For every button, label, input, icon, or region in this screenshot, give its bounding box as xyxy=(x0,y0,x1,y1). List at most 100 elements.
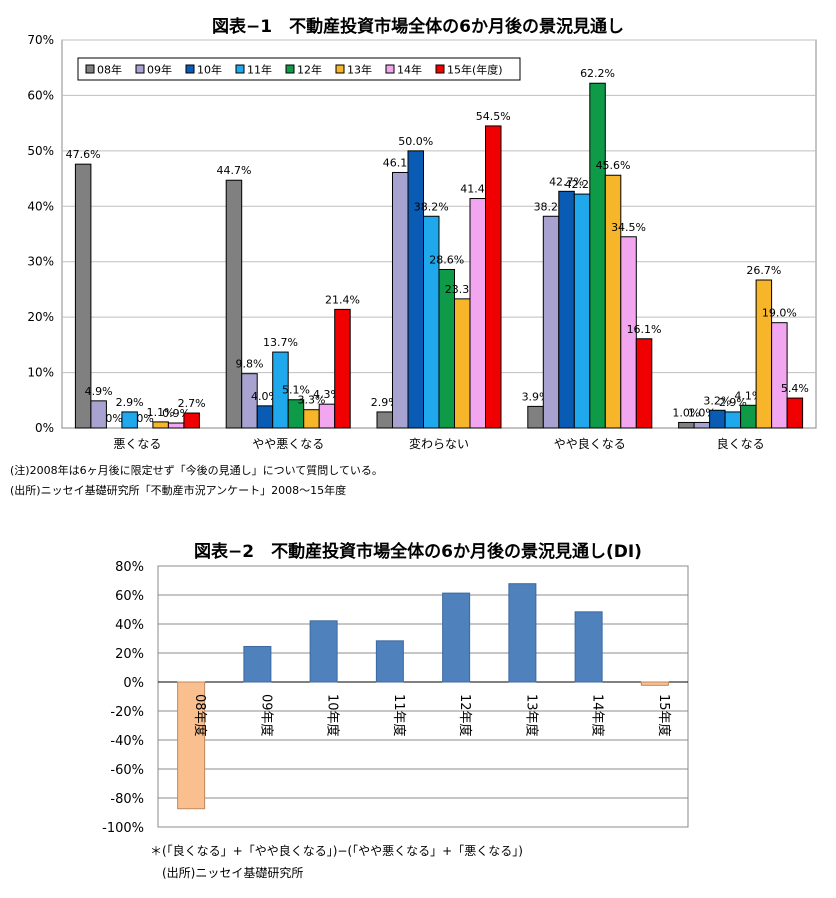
legend-swatch xyxy=(385,64,395,74)
y-tick-label: 60% xyxy=(27,88,54,102)
bar xyxy=(574,611,603,683)
x-category-label: やや悪くなる xyxy=(252,437,324,451)
legend-label: 15年(年度) xyxy=(447,63,503,77)
data-label: 5.4% xyxy=(781,382,809,395)
bar xyxy=(243,645,272,683)
legend-swatch xyxy=(435,64,445,74)
y-tick-label: -60% xyxy=(110,763,144,778)
legend-swatch xyxy=(285,64,295,74)
data-label: 44.7% xyxy=(216,164,251,177)
chart2-note: ＊(「良くなる」+「やや良くなる」)−(「やや悪くなる」+「悪くなる」) xyxy=(150,844,523,858)
x-category-label: 悪くなる xyxy=(113,437,161,451)
x-category-label: 13年度 xyxy=(523,694,539,737)
y-tick-label: 20% xyxy=(115,647,144,662)
data-label: 3.2% xyxy=(703,394,731,407)
x-category-label: 変わらない xyxy=(409,436,469,451)
x-category-label: やや良くなる xyxy=(554,436,626,451)
chart1-title: 図表−1 不動産投資市場全体の6か月後の景況見通し xyxy=(212,17,624,37)
data-label: 2.9% xyxy=(116,396,144,409)
chart1-source: (出所)ニッセイ基礎研究所「不動産市況アンケート」2008〜15年度 xyxy=(10,484,347,497)
bar xyxy=(620,236,637,429)
legend-swatch xyxy=(185,64,195,74)
data-label: 9.8% xyxy=(235,358,263,371)
bar xyxy=(442,592,471,683)
data-label: 4.3% xyxy=(313,388,341,401)
bar xyxy=(309,620,338,683)
legend-swatch xyxy=(235,64,245,74)
legend-swatch xyxy=(85,64,95,74)
legend-swatch xyxy=(135,64,145,74)
bar xyxy=(635,338,653,429)
y-tick-label: 40% xyxy=(27,199,54,213)
y-tick-label: -40% xyxy=(110,734,144,749)
y-tick-label: 70% xyxy=(27,33,54,47)
bar xyxy=(771,322,788,429)
bar xyxy=(74,163,92,429)
bar xyxy=(508,583,537,683)
data-label: 2.7% xyxy=(178,397,206,410)
data-label: 19.0% xyxy=(762,307,797,320)
y-tick-label: 80% xyxy=(115,560,144,575)
bar xyxy=(183,412,200,429)
y-tick-label: 10% xyxy=(27,366,54,380)
data-label: 0% xyxy=(105,412,122,425)
bar xyxy=(375,640,404,683)
data-label: 0% xyxy=(136,412,153,425)
bar xyxy=(640,681,669,686)
data-label: 2.9% xyxy=(371,396,399,409)
chart1-plot: 0% 10% 20% 30% 40% 50% 60% 70% 47.6% 4.9% 0% 2.9% 0%… xyxy=(27,33,817,451)
data-label: 1.0% xyxy=(672,406,700,419)
data-label: 4.9% xyxy=(85,385,113,398)
x-category-label: 10年度 xyxy=(325,694,341,737)
data-label: 1.0% xyxy=(688,406,716,419)
y-tick-label: 0% xyxy=(123,676,144,691)
chart2-title: 図表−2 不動産投資市場全体の6か月後の景況見通し(DI) xyxy=(194,542,642,562)
x-category-label: 良くなる xyxy=(717,436,765,451)
data-label: 1.1% xyxy=(147,406,175,419)
y-tick-label: -20% xyxy=(110,705,144,720)
bar xyxy=(177,681,206,810)
data-label: 50.0% xyxy=(398,135,433,148)
x-category-label: 14年度 xyxy=(590,694,606,737)
data-label: 42.7% xyxy=(549,175,584,188)
bar xyxy=(485,125,502,429)
data-label: 34.5% xyxy=(611,221,646,234)
data-label: 4.1% xyxy=(734,389,762,402)
data-label: 62.2% xyxy=(580,67,615,80)
legend-label: 14年 xyxy=(397,63,422,77)
data-label: 5.1% xyxy=(282,384,310,397)
data-label: 45.6% xyxy=(596,159,631,172)
bar xyxy=(272,351,289,429)
data-label: 54.5% xyxy=(476,110,511,123)
x-category-label: 08年度 xyxy=(192,694,208,737)
y-tick-label: -100% xyxy=(102,821,144,836)
data-label: 3.3% xyxy=(297,394,325,407)
data-label: 26.7% xyxy=(746,264,781,277)
data-label: 3.9% xyxy=(522,390,550,403)
bar xyxy=(225,179,243,429)
bar xyxy=(241,373,258,429)
y-tick-label: 50% xyxy=(27,144,54,158)
chart2-source: (出所)ニッセイ基礎研究所 xyxy=(162,866,304,880)
bar xyxy=(334,308,351,429)
y-tick-label: 30% xyxy=(27,255,54,269)
data-label: 28.6% xyxy=(429,253,464,266)
data-label: 0.9% xyxy=(162,407,190,420)
x-category-label: 15年度 xyxy=(656,694,672,737)
x-category-label: 09年度 xyxy=(258,694,274,737)
y-tick-label: 0% xyxy=(35,421,54,435)
x-category-label: 12年度 xyxy=(457,694,473,737)
data-label: 47.6% xyxy=(66,148,101,161)
legend-label: 08年 xyxy=(97,63,122,77)
y-tick-label: 20% xyxy=(27,310,54,324)
data-label: 2.9% xyxy=(719,396,747,409)
plot-area xyxy=(157,565,689,828)
legend xyxy=(77,57,521,81)
legend-label: 10年 xyxy=(197,63,222,77)
legend-label: 09年 xyxy=(147,63,172,77)
legend-swatch xyxy=(335,64,345,74)
bar xyxy=(90,400,107,429)
x-category-label: 11年度 xyxy=(391,694,407,737)
data-label: 38.2% xyxy=(414,200,449,213)
